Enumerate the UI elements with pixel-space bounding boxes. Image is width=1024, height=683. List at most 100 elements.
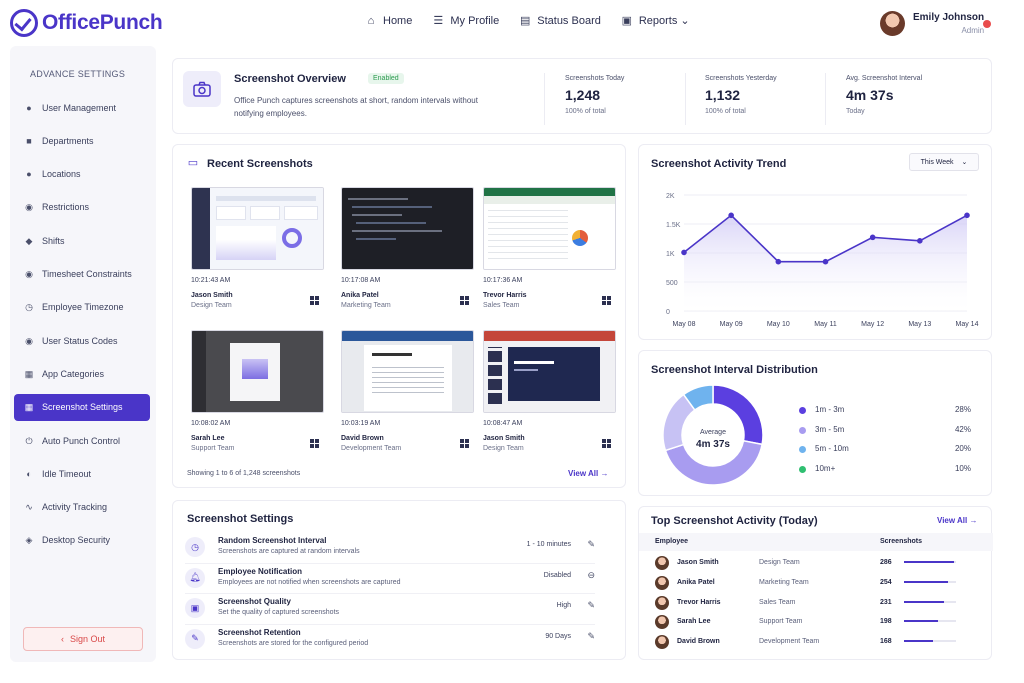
avatar [655, 575, 669, 590]
setting-value: High [556, 602, 571, 609]
screenshot-icon: ▭ [187, 157, 199, 169]
setting-value: 90 Days [545, 632, 571, 640]
sidebar-item-idle-timeout[interactable]: ◐ Idle Timeout [14, 460, 150, 487]
table-row[interactable]: Trevor Harris Sales Team 231 [655, 594, 985, 614]
donut-slice[interactable] [664, 439, 763, 486]
employee-name: Jason Smith [677, 559, 719, 566]
screenshot-item[interactable]: 10:08:47 AM Jason Smith Design Team [483, 330, 616, 452]
trend-point[interactable] [964, 212, 970, 219]
overview-description: Office Punch captures screenshots at sho… [234, 96, 478, 118]
sidebar-item-employee-timezone[interactable]: ◷ Employee Timezone [14, 294, 150, 321]
screenshot-count: 286 [880, 559, 892, 566]
edit-icon[interactable]: ✎ [587, 539, 595, 549]
range-dropdown[interactable]: This Week ⌄ [909, 153, 979, 171]
trend-point[interactable] [869, 234, 876, 241]
legend-percent: 10% [954, 463, 971, 473]
edit-icon[interactable]: ✎ [587, 630, 595, 641]
count-bar [904, 600, 956, 603]
nav-label: Home [383, 14, 413, 27]
screenshot-team: Sales Team [483, 302, 520, 309]
screenshot-employee: Trevor Harris [483, 292, 527, 299]
sidebar-title: ADVANCE SETTINGS [30, 69, 126, 79]
sidebar-item-locations[interactable]: ● Locations [14, 161, 150, 188]
sidebar-item-label: Auto Punch Control [42, 435, 121, 446]
screenshot-count: 168 [880, 638, 892, 646]
sidebar-item-timesheet-constraints[interactable]: ◉ Timesheet Constraints [14, 261, 150, 288]
nav-reports[interactable]: ▣ Reports ⌄ [621, 14, 690, 28]
screenshot-thumbnail[interactable] [341, 330, 474, 413]
notification-dot-icon[interactable] [983, 20, 991, 28]
screenshot-thumbnail[interactable] [341, 187, 474, 270]
stat-sub: 100% of total [565, 108, 606, 115]
screenshot-team: Support Team [191, 445, 235, 452]
donut-chart [662, 384, 764, 486]
nav-home[interactable]: ⌂ Home [365, 14, 413, 27]
table-row[interactable]: Anika Patel Marketing Team 254 [655, 574, 985, 594]
windows-icon [602, 296, 611, 305]
screenshot-item[interactable]: 10:17:36 AM Trevor Harris Sales Team [483, 187, 616, 309]
trend-point[interactable] [681, 249, 687, 256]
trend-point[interactable] [728, 212, 734, 219]
table-row[interactable]: David Brown Development Team 168 [655, 633, 985, 653]
sign-out-button[interactable]: ‹ Sign Out [23, 627, 143, 651]
power-icon: ⏻ [25, 435, 33, 446]
sidebar-item-desktop-security[interactable]: ◈ Desktop Security [14, 527, 150, 554]
screenshot-employee: Sarah Lee [191, 435, 225, 442]
brand-logo[interactable]: OfficePunch [10, 9, 163, 37]
count-bar-fill [904, 561, 954, 563]
screenshot-thumbnail[interactable] [483, 330, 616, 413]
screenshot-item[interactable]: 10:08:02 AM Sarah Lee Support Team [191, 330, 324, 452]
count-bar [904, 640, 956, 643]
sidebar-item-auto-punch-control[interactable]: ⏻ Auto Punch Control [14, 427, 150, 454]
trend-point[interactable] [775, 258, 782, 265]
view-all-activity-link[interactable]: View All → [937, 516, 977, 525]
table-row[interactable]: Jason Smith Design Team 286 [655, 554, 985, 574]
divider [544, 73, 545, 125]
setting-row: ▣ Screenshot Quality Set the quality of ca… [185, 593, 595, 625]
screenshot-employee: Anika Patel [341, 292, 379, 299]
nav-status-board[interactable]: ▤ Status Board [519, 14, 601, 27]
screenshot-thumbnail[interactable] [191, 330, 324, 413]
setting-title: Screenshot Retention [218, 627, 301, 637]
stat-avg-interval: Avg. Screenshot Interval 4m 37s Today [846, 75, 966, 115]
sidebar-item-activity-tracking[interactable]: ∿ Activity Tracking [14, 494, 150, 521]
sidebar-item-departments[interactable]: ■ Departments [14, 127, 150, 154]
sidebar-item-user-management[interactable]: ● User Management [14, 94, 150, 121]
screenshot-item[interactable]: 10:21:43 AM Jason Smith Design Team [191, 187, 324, 309]
screenshot-item[interactable]: 10:17:08 AM Anika Patel Marketing Team [341, 187, 474, 309]
trend-point[interactable] [917, 238, 923, 244]
legend-dot [799, 407, 806, 414]
nav-my-profile[interactable]: ☰ My Profile [432, 14, 499, 27]
sidebar-item-app-categories[interactable]: ▦ App Categories [14, 360, 150, 387]
user-menu[interactable]: Emily Johnson Admin [880, 11, 984, 36]
calendar-icon: ▤ [520, 14, 531, 27]
view-all-screenshots-link[interactable]: View All → [568, 469, 608, 478]
users-icon: ● [26, 102, 32, 113]
x-tick-label: May 14 [956, 321, 979, 328]
sidebar-item-screenshot-settings[interactable]: ▦ Screenshot Settings [14, 393, 150, 421]
table-row[interactable]: Sarah Lee Support Team 198 [655, 613, 985, 633]
sidebar-item-user-status-codes[interactable]: ◉ User Status Codes [14, 327, 150, 354]
screenshot-item[interactable]: 10:03:19 AM David Brown Development Team [341, 330, 474, 452]
edit-icon[interactable]: ✎ [587, 600, 595, 610]
half-circle-icon: ◐ [26, 468, 32, 479]
sidebar-item-label: Activity Tracking [42, 502, 108, 513]
sidebar-item-restrictions[interactable]: ◉ Restrictions [14, 194, 150, 221]
trend-point[interactable] [822, 258, 829, 265]
donut-slice[interactable] [682, 384, 714, 411]
employee-name: Anika Patel [677, 578, 715, 586]
sidebar-item-shifts[interactable]: ◆ Shifts [14, 227, 150, 254]
setting-row: ✎ Screenshot Retention Screenshots are sto… [185, 623, 595, 656]
sidebar-item-label: Shifts [42, 235, 65, 246]
screenshot-thumbnail[interactable] [191, 187, 324, 270]
sidebar-item-label: User Status Codes [42, 335, 118, 346]
windows-icon [460, 296, 469, 305]
setting-title: Random Screenshot Interval [218, 536, 327, 545]
screenshot-thumbnail[interactable] [483, 187, 616, 270]
divider [825, 73, 826, 125]
shield-icon: ◆ [25, 235, 33, 246]
x-tick-label: May 10 [767, 321, 790, 328]
minus-circle-icon[interactable]: ⊖ [587, 569, 595, 580]
y-tick-label: 500 [666, 280, 678, 287]
sidebar-item-label: User Management [42, 102, 117, 113]
